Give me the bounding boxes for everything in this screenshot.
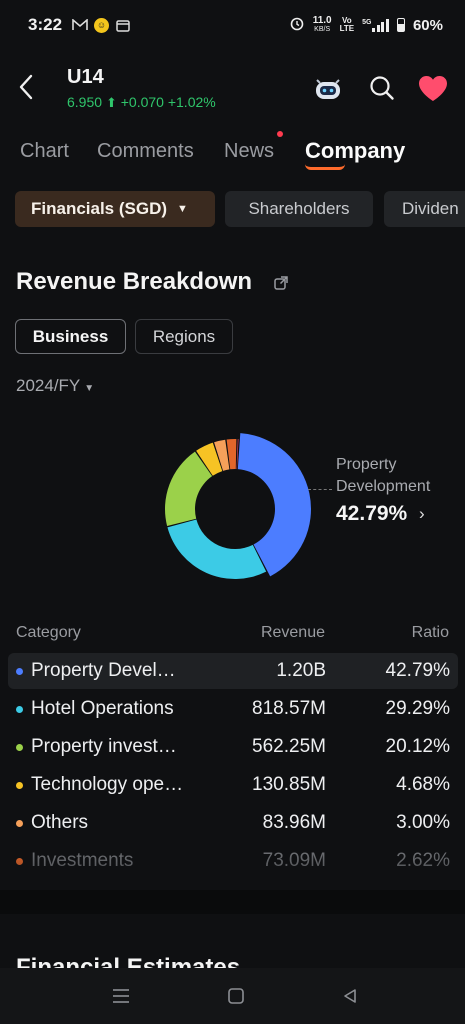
gmail-icon — [72, 18, 88, 32]
row-category: Property Devel… — [31, 660, 176, 681]
battery-percentage: 60% — [412, 16, 443, 34]
legend-dot — [16, 820, 23, 827]
caret-down-icon: ▼ — [84, 383, 95, 394]
dividends-chip[interactable]: Dividen — [384, 191, 465, 227]
volte-indicator: Vo LTE — [339, 16, 355, 33]
period-selector[interactable]: 2024/FY ▼ — [16, 376, 95, 395]
news-notification-dot — [277, 131, 283, 137]
tab-news[interactable]: News — [224, 140, 275, 162]
app-notification-icon: ☺ — [94, 17, 110, 33]
back-arrow-icon — [19, 74, 33, 100]
price-quote: 6.950 ⬆ +0.070 +1.02% — [67, 94, 216, 111]
caret-down-icon: ▼ — [177, 203, 188, 215]
row-ratio: 42.79% — [385, 660, 450, 681]
tab-company[interactable]: Company — [305, 138, 406, 163]
header-revenue: Revenue — [260, 624, 325, 641]
section-title: Revenue Breakdown — [16, 268, 253, 295]
home-button[interactable] — [224, 984, 248, 1008]
chevron-right-icon[interactable]: › — [419, 504, 425, 523]
share-icon[interactable] — [273, 275, 289, 291]
row-category: Hotel Operations — [31, 698, 174, 719]
up-arrow-icon: ⬆ — [105, 95, 117, 110]
tab-bar: Chart Comments News Company — [0, 136, 465, 176]
donut-slice[interactable] — [196, 442, 223, 476]
callout-percentage: 42.79% — [336, 502, 408, 525]
row-category: Technology ope… — [31, 774, 184, 795]
revenue-donut-chart[interactable] — [150, 424, 320, 594]
financial-estimates-title: Financial Estimates — [16, 955, 316, 968]
legend-dot — [16, 668, 23, 675]
price-change: +0.070 — [120, 94, 164, 110]
table-row[interactable]: Property invest… 562.25M 20.12% — [8, 729, 458, 765]
table-row[interactable]: Property Devel… 1.20B 42.79% — [8, 653, 458, 689]
callout-label: Property Development — [336, 456, 431, 495]
row-ratio: 4.68% — [396, 774, 450, 795]
donut-slice[interactable] — [226, 439, 237, 470]
scroll-fade — [0, 850, 465, 890]
legend-dot — [16, 744, 23, 751]
tab-comments[interactable]: Comments — [97, 140, 194, 162]
header-category: Category — [16, 624, 81, 641]
net-speed: 11.0 KB/S — [312, 15, 332, 34]
search-icon[interactable] — [366, 72, 398, 104]
segment-regions[interactable]: Regions — [135, 319, 233, 354]
donut-slice[interactable] — [165, 451, 213, 527]
active-tab-indicator — [305, 164, 345, 170]
table-row[interactable]: Others 83.96M 3.00% — [8, 805, 458, 841]
recents-button[interactable] — [109, 984, 133, 1008]
tab-chart[interactable]: Chart — [20, 140, 69, 162]
row-revenue: 1.20B — [276, 660, 326, 681]
callout-leader-line — [308, 489, 332, 490]
row-category: Property invest… — [31, 736, 177, 757]
row-revenue: 130.85M — [252, 774, 326, 795]
table-row[interactable]: Hotel Operations 818.57M 29.29% — [8, 691, 458, 727]
signal-icon: 5G — [362, 18, 389, 32]
row-revenue: 83.96M — [262, 812, 326, 833]
donut-slice[interactable] — [237, 433, 311, 577]
table-row[interactable]: Technology ope… 130.85M 4.68% — [8, 767, 458, 803]
row-revenue: 562.25M — [252, 736, 326, 757]
header-ratio: Ratio — [411, 624, 449, 641]
favorite-heart-icon[interactable] — [417, 72, 449, 104]
legend-dot — [16, 782, 23, 789]
alarm-icon — [289, 15, 305, 36]
donut-slice[interactable] — [236, 439, 239, 470]
price-change-pct: +1.02% — [167, 94, 216, 110]
header: U14 6.950 ⬆ +0.070 +1.02% — [0, 58, 465, 118]
ticker-symbol: U14 — [67, 66, 104, 88]
ai-assistant-icon[interactable] — [312, 72, 344, 104]
row-ratio: 20.12% — [385, 736, 450, 757]
donut-slice[interactable] — [214, 439, 230, 471]
segment-business[interactable]: Business — [15, 319, 126, 354]
row-ratio: 3.00% — [396, 812, 450, 833]
financials-dropdown[interactable]: Financials (SGD) ▼ — [15, 191, 215, 227]
price: 6.950 — [67, 94, 103, 110]
row-revenue: 818.57M — [252, 698, 326, 719]
shareholders-chip[interactable]: Shareholders — [225, 191, 373, 227]
donut-slice[interactable] — [167, 519, 267, 579]
row-category: Others — [31, 812, 89, 833]
back-nav-button[interactable] — [338, 984, 362, 1008]
status-bar: 3:22 ☺ 11.0 KB/S Vo LTE 5G 60% — [0, 0, 465, 50]
calendar-icon — [115, 18, 131, 32]
system-nav-bar — [0, 968, 465, 1024]
status-time: 3:22 — [28, 15, 63, 34]
battery-icon — [396, 18, 405, 32]
section-divider — [0, 890, 465, 914]
row-ratio: 29.29% — [385, 698, 450, 719]
back-button[interactable] — [14, 72, 38, 102]
legend-dot — [16, 706, 23, 713]
